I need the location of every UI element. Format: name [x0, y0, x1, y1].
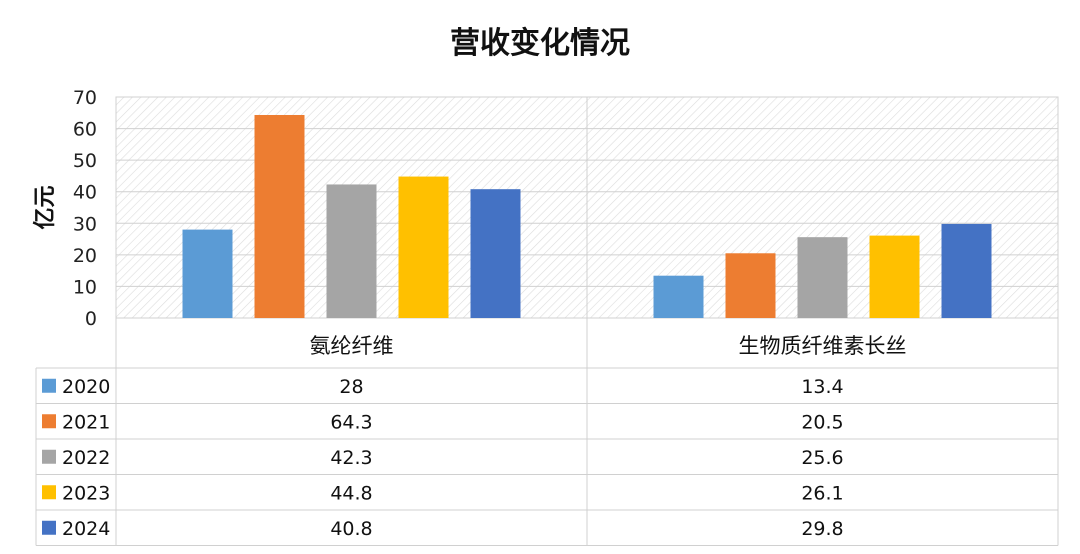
legend-swatch [42, 414, 56, 429]
y-tick-label: 20 [73, 245, 97, 267]
y-tick-label: 0 [85, 308, 97, 330]
bar [869, 235, 920, 318]
bar [653, 275, 704, 318]
bar [941, 223, 992, 318]
legend-label: 2024 [62, 518, 110, 540]
bar [326, 184, 377, 318]
legend-swatch [42, 449, 56, 464]
category-label: 生物质纤维素长丝 [739, 334, 907, 358]
bar [470, 189, 521, 318]
y-tick-label: 70 [73, 87, 97, 109]
y-axis-title: 亿元 [33, 185, 58, 229]
legend-label: 2021 [62, 411, 110, 433]
legend-label: 2023 [62, 482, 110, 504]
table-cell-value: 64.3 [330, 411, 372, 433]
category-label: 氨纶纤维 [310, 334, 394, 358]
legend-swatch [42, 485, 56, 500]
legend-label: 2022 [62, 447, 110, 469]
y-tick-label: 50 [73, 150, 97, 172]
bar [254, 114, 305, 318]
table-cell-value: 29.8 [801, 518, 843, 540]
legend-swatch [42, 378, 56, 393]
table-cell-value: 20.5 [801, 411, 843, 433]
bar [398, 176, 449, 318]
y-tick-label: 40 [73, 182, 97, 204]
bar [725, 253, 776, 318]
table-cell-value: 40.8 [330, 518, 372, 540]
bar [797, 237, 848, 318]
legend-label: 2020 [62, 376, 110, 398]
y-tick-label: 30 [73, 213, 97, 235]
bar [182, 229, 233, 318]
y-tick-label: 10 [73, 276, 97, 298]
legend-swatch [42, 520, 56, 535]
table-cell-value: 26.1 [801, 482, 843, 504]
table-cell-value: 13.4 [801, 376, 843, 398]
table-cell-value: 28 [339, 376, 363, 398]
chart-title: 营收变化情况 [450, 26, 630, 61]
y-tick-label: 60 [73, 119, 97, 141]
table-cell-value: 44.8 [330, 482, 372, 504]
table-cell-value: 25.6 [801, 447, 843, 469]
table-cell-value: 42.3 [330, 447, 372, 469]
